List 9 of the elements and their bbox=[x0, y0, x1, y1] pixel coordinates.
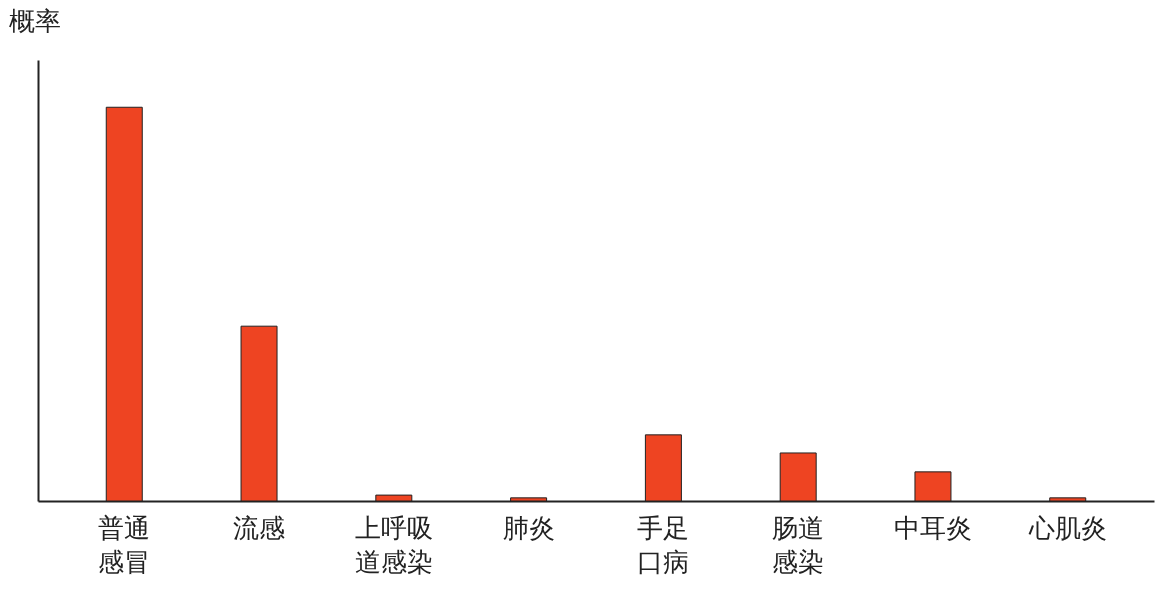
x-tick-label: 普通感冒 bbox=[98, 512, 151, 577]
x-tick-label: 上呼吸道感染 bbox=[354, 512, 433, 577]
x-tick-label: 手足口病 bbox=[637, 512, 690, 577]
y-axis-title: 概率 bbox=[8, 5, 61, 36]
x-tick-label: 流感 bbox=[233, 512, 286, 543]
x-tick-label: 肠道感染 bbox=[772, 512, 825, 577]
x-tick-label: 心肌炎 bbox=[1027, 512, 1107, 543]
x-tick-label: 中耳炎 bbox=[893, 512, 972, 543]
x-tick-label: 肺炎 bbox=[502, 512, 555, 543]
